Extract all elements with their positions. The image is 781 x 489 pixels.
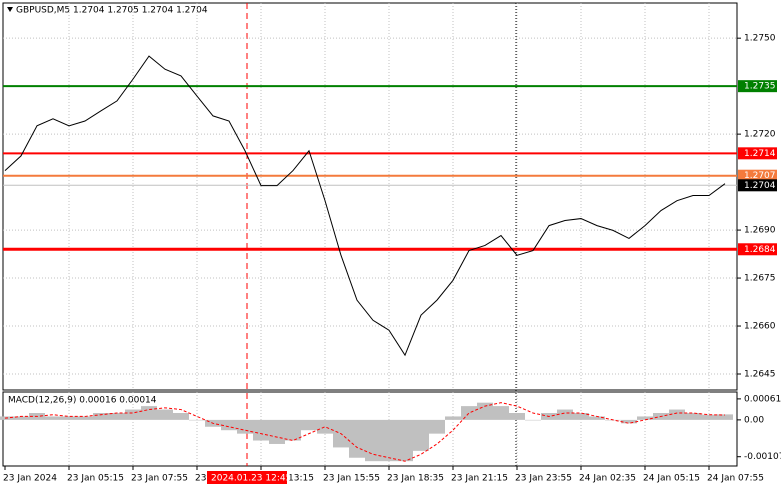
macd-bar [221, 419, 237, 431]
level-box [738, 179, 777, 192]
level-label: 1.2714 [744, 149, 776, 159]
x-tick-label: 23 Jan 15:55 [323, 474, 380, 484]
price-line [4, 55, 726, 357]
x-tick-label: 24 Jan 05:15 [643, 474, 700, 484]
macd-bar [45, 416, 61, 420]
macd-bar [93, 412, 109, 420]
macd-bar [413, 419, 429, 451]
macd-bar [141, 406, 157, 420]
macd-bar [61, 416, 77, 420]
main-frame [2, 2, 738, 391]
macd-bar [381, 419, 397, 462]
x-tick-label: 23 Jan 18:35 [387, 474, 444, 484]
y-tick-label: 1.2645 [744, 370, 776, 380]
macd-bar [701, 414, 717, 420]
menu-icon [7, 7, 13, 12]
y-tick-label: 1.2690 [744, 226, 776, 236]
macd-bar [109, 412, 125, 420]
chart-title: GBPUSD,M5 1.2704 1.2705 1.2704 1.2704 [16, 6, 208, 16]
crosshair-label: 2024.01.23 12:45 [211, 474, 291, 484]
macd-bar [365, 419, 381, 462]
level-box [738, 169, 777, 182]
y-tick-label: 1.2660 [744, 322, 776, 332]
macd-bar [269, 419, 285, 444]
x-tick-label: 23 Jan 21:15 [451, 474, 508, 484]
level-label: 1.2707 [744, 171, 776, 181]
level-label: 1.2704 [744, 181, 776, 191]
macd-bar [669, 409, 685, 420]
macd-bar [189, 419, 205, 421]
macd-bar [621, 419, 637, 424]
y-tick-label: 0.00061 [744, 394, 781, 404]
macd-bar [525, 419, 541, 421]
macd-bar [461, 406, 477, 420]
level-label: 1.2735 [744, 82, 776, 92]
macd-bar [301, 419, 317, 431]
x-tick-label: 24 Jan 02:35 [579, 474, 636, 484]
macd-bar [77, 416, 93, 420]
y-tick-label: 0.00 [744, 415, 764, 425]
macd-bar [253, 419, 269, 441]
macd-bar [317, 419, 333, 434]
macd-bar [237, 419, 253, 434]
y-tick-label: -0.00107 [744, 452, 781, 462]
x-tick-label: 23 [195, 474, 206, 484]
y-tick-label: 1.2675 [744, 274, 776, 284]
y-tick-label: 1.2720 [744, 130, 776, 140]
macd-bar [477, 402, 493, 420]
macd-title: MACD(12,26,9) 0.00016 0.00014 [8, 396, 157, 406]
x-tick-label: 13:15 [288, 474, 314, 484]
y-tick-label: 1.2750 [744, 34, 776, 44]
macd-bar [493, 406, 509, 420]
macd-bar [173, 412, 189, 420]
macd-bar [509, 412, 525, 420]
macd-bar [397, 419, 413, 462]
signal-line [4, 402, 726, 462]
macd-bar [557, 409, 573, 420]
macd-bar [445, 416, 461, 420]
x-tick-label: 23 Jan 2024 [3, 474, 57, 484]
macd-bar [573, 412, 589, 420]
x-tick-label: 23 Jan 23:55 [515, 474, 572, 484]
macd-bar [285, 419, 301, 441]
macd-bar [13, 416, 29, 420]
macd-bar [637, 416, 653, 420]
x-tick-label: 23 Jan 05:15 [67, 474, 124, 484]
macd-bar [349, 419, 365, 458]
level-box [738, 147, 777, 160]
macd-bar [589, 416, 605, 420]
macd-bar [157, 409, 173, 420]
x-tick-label: 23 Jan 07:55 [131, 474, 188, 484]
macd-bar [429, 419, 445, 434]
level-box [738, 243, 777, 256]
level-label: 1.2684 [744, 245, 776, 255]
macd-bar [685, 412, 701, 420]
macd-bar [717, 414, 733, 420]
level-box [738, 80, 777, 93]
x-tick-label: 24 Jan 07:55 [707, 474, 764, 484]
crosshair-label-box [207, 471, 287, 484]
macd-bar [125, 409, 141, 420]
